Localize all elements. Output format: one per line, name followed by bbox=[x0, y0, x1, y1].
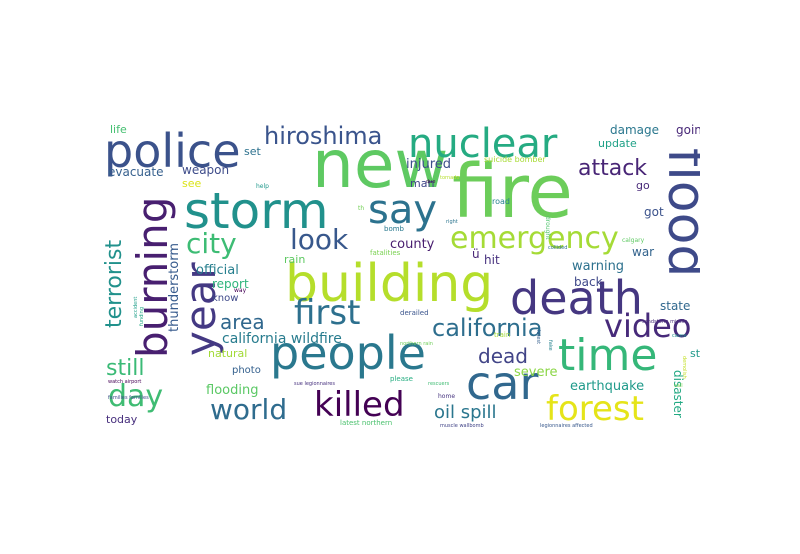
word: nuclear bbox=[408, 121, 558, 167]
word: video bbox=[604, 307, 692, 345]
word: weapon bbox=[182, 163, 230, 177]
word: evacuate bbox=[108, 165, 164, 179]
word: killed bbox=[314, 385, 405, 425]
word: latest bbox=[535, 330, 541, 345]
word: sandstorm missile bbox=[642, 319, 688, 325]
word: funding bbox=[139, 306, 145, 326]
word: state bbox=[660, 299, 691, 313]
word: th bbox=[358, 205, 365, 212]
word: day bbox=[108, 379, 164, 414]
word: got bbox=[644, 205, 664, 219]
word: see bbox=[182, 177, 202, 190]
word: official bbox=[196, 263, 239, 278]
word: road bbox=[492, 197, 510, 206]
word: emergency bbox=[450, 221, 619, 256]
word: derailed bbox=[400, 309, 429, 317]
word: right bbox=[446, 219, 458, 225]
word: way bbox=[234, 287, 247, 294]
word: look bbox=[290, 223, 349, 256]
word: california bbox=[432, 314, 543, 342]
word: war bbox=[632, 245, 655, 259]
word: say bbox=[368, 187, 438, 233]
word: flooding bbox=[206, 383, 259, 398]
word: man bbox=[410, 177, 435, 190]
word: going bbox=[676, 123, 700, 137]
word: call bbox=[674, 383, 683, 389]
word: demolish bbox=[681, 356, 687, 379]
word: suicide bomber bbox=[484, 155, 546, 164]
word: terrorist bbox=[102, 239, 127, 328]
word: county bbox=[390, 237, 435, 252]
word: train bbox=[494, 331, 511, 339]
word: tornado bbox=[440, 175, 460, 181]
word: fatalities bbox=[370, 249, 401, 257]
word: help bbox=[256, 183, 269, 190]
word: dead bbox=[478, 344, 528, 368]
word: legionnaires affected bbox=[540, 423, 593, 429]
word: today bbox=[106, 413, 138, 426]
word: police bbox=[104, 124, 241, 178]
word: latest northern bbox=[340, 419, 393, 427]
word: life bbox=[110, 123, 127, 136]
word: hiroshima bbox=[264, 122, 383, 150]
word: world bbox=[210, 393, 288, 426]
word: calgary bbox=[622, 237, 645, 244]
word: california wildfire bbox=[222, 331, 342, 347]
word: first bbox=[294, 293, 361, 333]
word: area bbox=[220, 310, 265, 334]
word: know bbox=[212, 293, 239, 304]
word: attack bbox=[578, 156, 648, 181]
word: bomb bbox=[384, 225, 404, 233]
word: time bbox=[558, 330, 658, 381]
word: back bbox=[574, 275, 603, 289]
word: drought bbox=[544, 216, 551, 240]
word: rain bbox=[284, 253, 306, 266]
word: warning bbox=[572, 259, 625, 274]
word: rescuers bbox=[428, 381, 450, 387]
word: due bbox=[426, 179, 436, 185]
word: forest bbox=[546, 389, 644, 429]
word: home bbox=[438, 393, 456, 400]
word: storm bbox=[184, 182, 329, 240]
word: muscle wallbomb bbox=[440, 423, 484, 429]
word: northern rain bbox=[400, 341, 433, 347]
word: car bbox=[466, 356, 539, 410]
word: new bbox=[312, 126, 449, 203]
word: set bbox=[244, 145, 261, 158]
word: st bbox=[690, 347, 700, 360]
word: photo bbox=[232, 365, 261, 376]
word: fake bbox=[547, 340, 553, 351]
word: collided bbox=[548, 245, 568, 251]
word: city bbox=[186, 227, 237, 260]
word: sue legionnaires bbox=[294, 381, 335, 387]
word: still bbox=[106, 356, 145, 381]
word: building bbox=[285, 254, 494, 314]
word: report bbox=[212, 277, 249, 291]
word: ü bbox=[472, 247, 480, 261]
word: earthquake bbox=[570, 379, 645, 394]
word: please bbox=[390, 375, 413, 383]
word: natural bbox=[208, 347, 248, 360]
word: injured bbox=[406, 157, 452, 172]
word: oil spill bbox=[434, 402, 497, 423]
word: death bbox=[510, 271, 643, 325]
word: watch airport bbox=[108, 379, 142, 385]
word: damage bbox=[610, 123, 660, 137]
word-cloud: new fire people building storm police nu… bbox=[100, 120, 700, 438]
word: families families bbox=[108, 395, 149, 401]
word: thunderstorm bbox=[167, 242, 182, 332]
word: hit bbox=[484, 253, 500, 267]
word: cause bbox=[672, 333, 687, 339]
word: people bbox=[270, 326, 426, 380]
word: fire bbox=[452, 149, 573, 235]
word: flood bbox=[656, 148, 700, 278]
word: update bbox=[598, 137, 637, 150]
word: severe bbox=[514, 365, 558, 380]
word: go bbox=[636, 179, 650, 192]
